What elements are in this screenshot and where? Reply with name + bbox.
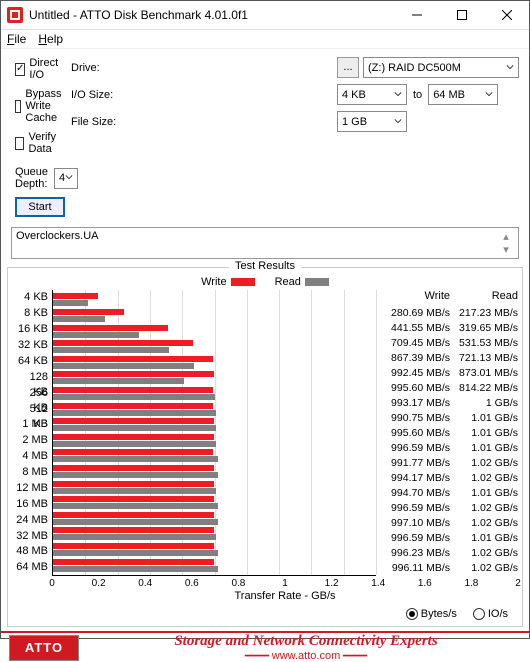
filesize-combo[interactable]: 1 GB xyxy=(337,111,407,132)
bytes-radio[interactable]: Bytes/s xyxy=(406,608,457,620)
minimize-button[interactable] xyxy=(394,1,439,30)
results-title: Test Results xyxy=(229,260,301,272)
start-button[interactable]: Start xyxy=(15,197,65,217)
chart-x-axis: 00.20.40.60.811.21.41.61.82Transfer Rate… xyxy=(52,576,518,604)
footer-url[interactable]: ━━━━ www.atto.com ━━━━ xyxy=(91,650,521,662)
window-title: Untitled - ATTO Disk Benchmark 4.01.0f1 xyxy=(29,8,394,22)
direct-io-checkbox[interactable]: Direct I/O xyxy=(15,57,65,81)
chart-legend: Write Read xyxy=(12,276,518,288)
controls-panel: Drive: ... (Z:) RAID DC500M Direct I/O B… xyxy=(1,49,529,221)
bypass-cache-checkbox[interactable]: Bypass Write Cache xyxy=(15,88,65,124)
io-to-combo[interactable]: 64 MB xyxy=(428,84,498,105)
drive-label: Drive: xyxy=(71,62,331,74)
drive-browse-button[interactable]: ... xyxy=(337,57,359,78)
verify-data-checkbox[interactable]: Verify Data xyxy=(15,131,65,155)
chart-y-labels: 4 KB8 KB16 KB32 KB64 KB128 KB256 KB512 K… xyxy=(12,290,52,576)
menubar: File Help xyxy=(1,30,529,49)
results-frame: Test Results Write Read 4 KB8 KB16 KB32 … xyxy=(7,267,523,627)
queue-depth-combo[interactable]: 4 xyxy=(54,168,78,189)
drive-combo[interactable]: (Z:) RAID DC500M xyxy=(363,57,519,78)
atto-logo: ATTO xyxy=(9,635,79,661)
close-button[interactable] xyxy=(484,1,529,30)
footer-slogan: Storage and Network Connectivity Experts xyxy=(91,633,521,650)
menu-help[interactable]: Help xyxy=(38,32,63,46)
filesize-label: File Size: xyxy=(71,116,331,128)
app-icon xyxy=(7,7,23,23)
io-label: I/O Size: xyxy=(71,89,331,101)
footer: ATTO Storage and Network Connectivity Ex… xyxy=(1,631,529,662)
maximize-button[interactable] xyxy=(439,1,484,30)
io-from-combo[interactable]: 4 KB xyxy=(337,84,407,105)
menu-file[interactable]: File xyxy=(7,32,26,46)
titlebar: Untitled - ATTO Disk Benchmark 4.01.0f1 xyxy=(1,1,529,30)
comment-textarea[interactable]: Overclockers.UA ▴▾ xyxy=(11,227,519,259)
io-radio[interactable]: IO/s xyxy=(473,608,508,620)
chart-bars xyxy=(52,290,376,576)
comment-spinner[interactable]: ▴▾ xyxy=(498,230,514,256)
chevron-down-icon xyxy=(506,62,514,74)
to-label: to xyxy=(411,89,424,101)
qd-label: Queue Depth: xyxy=(15,166,48,190)
